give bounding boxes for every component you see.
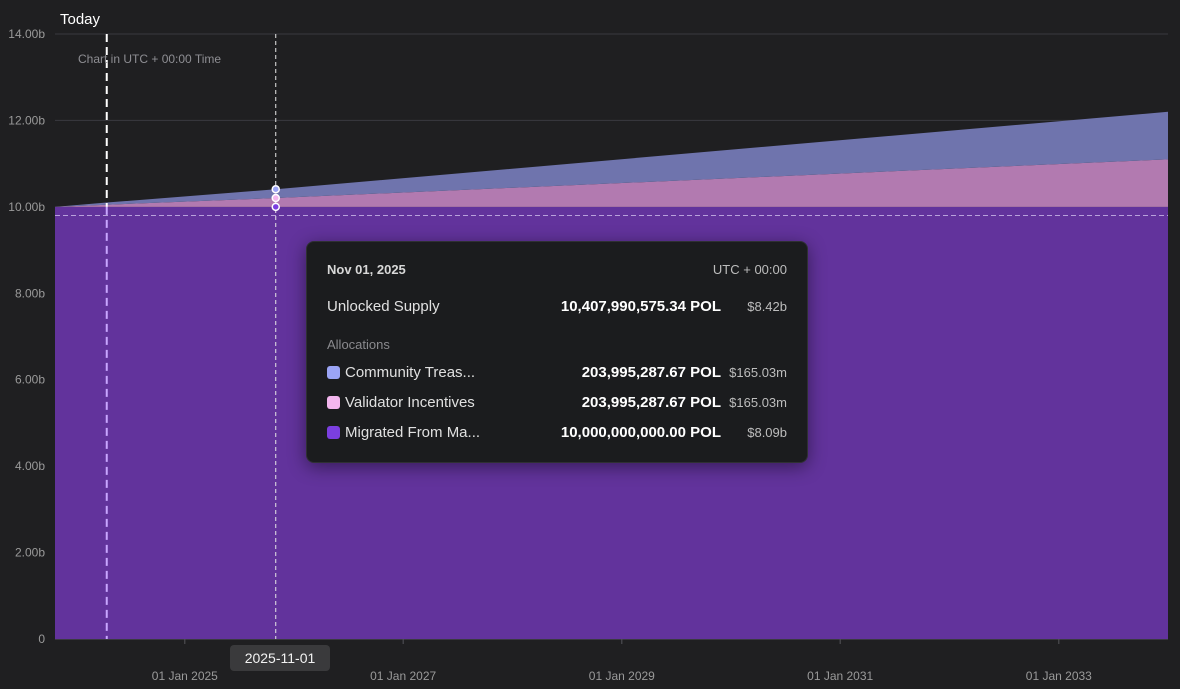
- allocation-usd: $165.03m: [729, 395, 787, 410]
- x-tick-label: 01 Jan 2025: [152, 669, 218, 683]
- chart-timezone-note: Chart in UTC + 00:00 Time: [78, 52, 222, 66]
- allocation-row-migrated: Migrated From Ma... 10,000,000,000.00 PO…: [327, 424, 787, 444]
- allocation-value: 10,000,000,000.00 POL: [560, 424, 721, 441]
- allocation-name: Validator Incentives: [345, 394, 475, 411]
- community-treasury-swatch: [327, 366, 340, 379]
- tooltip-timezone: UTC + 00:00: [712, 262, 787, 277]
- allocation-usd: $165.03m: [729, 365, 787, 380]
- allocation-row-validator-incentives: Validator Incentives 203,995,287.67 POL …: [327, 394, 787, 414]
- hover-tooltip: Nov 01, 2025 UTC + 00:00 Unlocked Supply…: [306, 241, 808, 463]
- allocation-value: 203,995,287.67 POL: [581, 394, 721, 411]
- tooltip-date: Nov 01, 2025: [327, 262, 406, 277]
- marker-lines: [55, 34, 1168, 639]
- area-community-treas-: [55, 111, 1168, 207]
- hover-point: [271, 184, 280, 194]
- y-tick-label: 2.00b: [15, 546, 45, 560]
- allocation-row-community-treasury: Community Treas... 203,995,287.67 POL $1…: [327, 364, 787, 384]
- migrated-swatch: [327, 426, 340, 439]
- validator-incentives-swatch: [327, 396, 340, 409]
- y-tick-label: 14.00b: [8, 27, 45, 41]
- unlocked-supply-label: Unlocked Supply: [327, 298, 440, 315]
- allocation-usd: $8.09b: [747, 425, 787, 440]
- hover-point: [271, 202, 280, 212]
- area-validator-incentives: [55, 159, 1168, 207]
- y-tick-label: 8.00b: [15, 286, 45, 300]
- allocations-heading: Allocations: [327, 337, 390, 352]
- x-tick-label: 01 Jan 2029: [589, 669, 655, 683]
- allocation-name: Migrated From Ma...: [345, 424, 481, 441]
- y-tick-label: 6.00b: [15, 373, 45, 387]
- y-tick-label: 12.00b: [8, 113, 45, 127]
- y-tick-label: 4.00b: [15, 459, 45, 473]
- unlocked-supply-value: 10,407,990,575.34 POL: [560, 298, 721, 315]
- x-axis-ticks: 01 Jan 2025 01 Jan 2027 01 Jan 2029 01 Jan …: [55, 639, 1168, 683]
- x-tick-label: 01 Jan 2033: [1026, 669, 1092, 683]
- hover-point: [271, 193, 280, 203]
- allocation-name: Community Treas...: [345, 364, 476, 381]
- y-tick-label: 0: [38, 632, 45, 646]
- hover-date-chip: 2025-11-01: [230, 645, 330, 671]
- today-label: Today: [60, 11, 101, 28]
- unlocked-supply-usd: $8.42b: [747, 299, 787, 314]
- x-tick-label: 01 Jan 2031: [807, 669, 873, 683]
- x-tick-label: 01 Jan 2027: [370, 669, 436, 683]
- y-tick-label: 10.00b: [8, 200, 45, 214]
- allocation-value: 203,995,287.67 POL: [581, 364, 721, 381]
- y-axis-ticks: 0 2.00b 4.00b 6.00b 8.00b 10.00b 12.00b 14.00b: [8, 27, 45, 646]
